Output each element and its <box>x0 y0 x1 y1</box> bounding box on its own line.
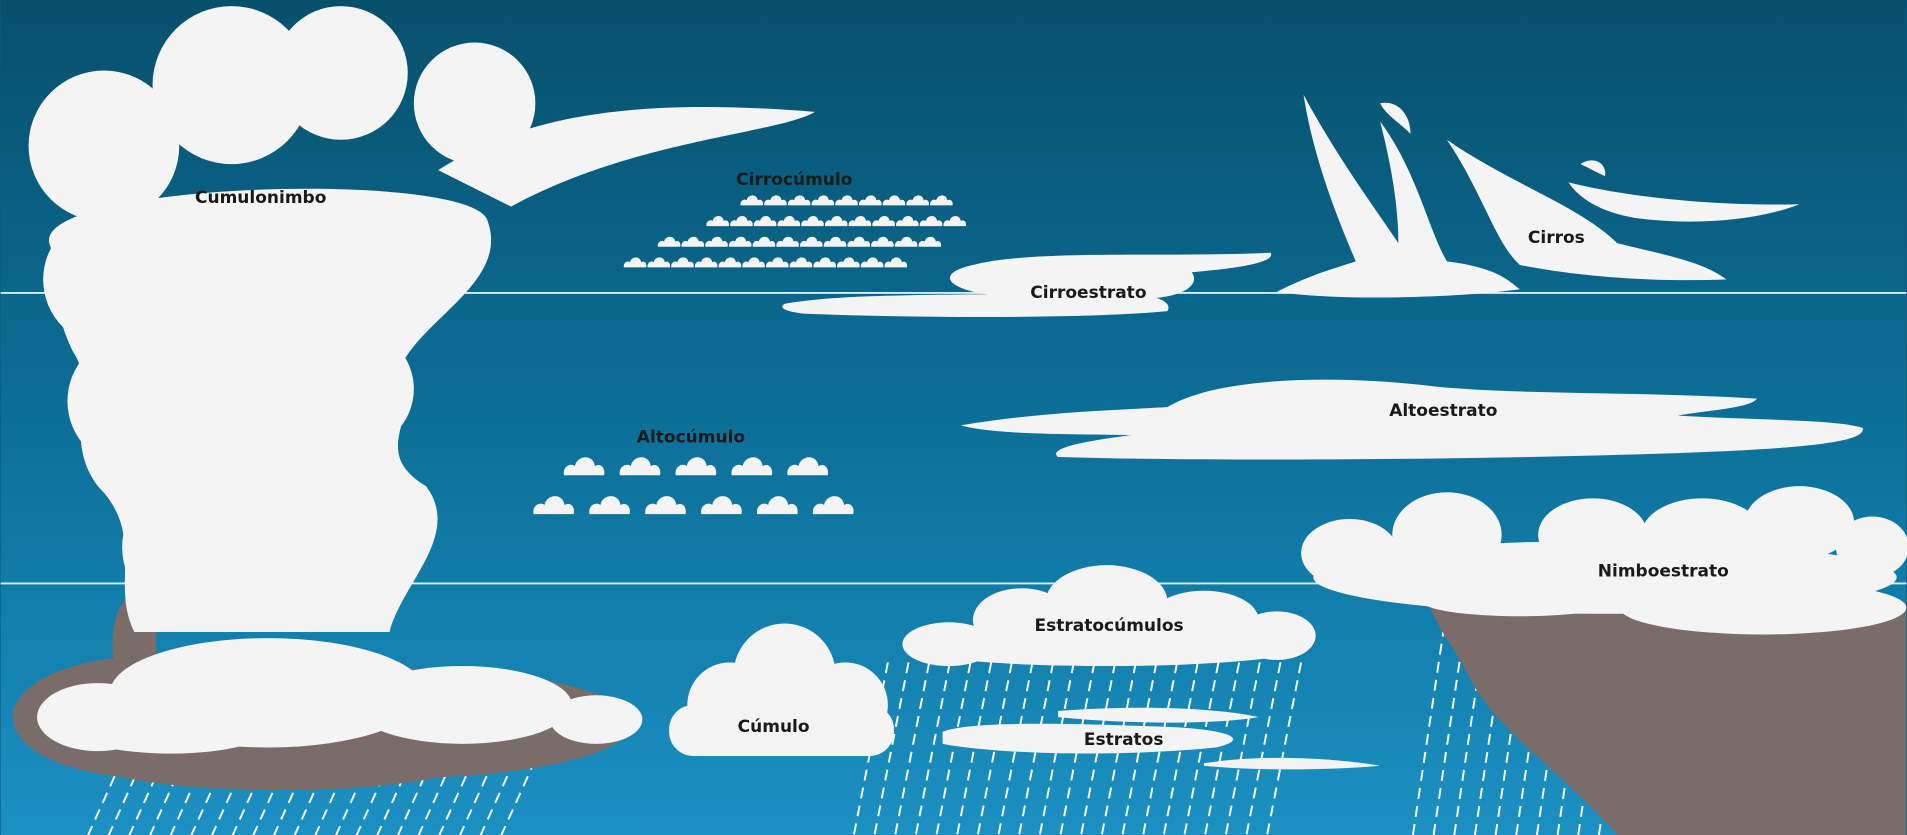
cloud-shape <box>286 468 420 602</box>
cloud-label: Cúmulo <box>738 717 810 737</box>
cloud-diagram: Cumulonimbo Cirrocúmulo Cirroestrato Cir… <box>0 0 1907 835</box>
cloud-label: Altoestrato <box>1389 401 1497 421</box>
cloud-label: Cumulonimbo <box>195 188 326 208</box>
cloud-shape <box>74 705 268 754</box>
cloud-shape <box>353 666 572 744</box>
page: {"clouds": [ {"label": "Cumulonimbo"}, {… <box>0 0 1907 835</box>
cloud-shape <box>292 328 414 450</box>
cloud-label: Cirros <box>1528 228 1585 248</box>
cloud-shape <box>550 695 642 744</box>
cloud-label: Nimboestrato <box>1598 561 1729 581</box>
cloud-shape <box>67 334 201 468</box>
cloud-shape <box>1423 587 1617 616</box>
cloud-label: Altocúmulo <box>637 428 745 448</box>
cloud-shape <box>122 474 268 620</box>
cloud-label: Cirrocúmulo <box>736 170 852 190</box>
cloud-label: Cirroestrato <box>1030 283 1146 303</box>
cloud-shape <box>43 213 177 347</box>
cloud-label: Estratocúmulos <box>1035 616 1184 636</box>
cloud-label: Estratos <box>1084 730 1164 750</box>
cloud-shape <box>274 6 408 140</box>
cloud-shape <box>1620 581 1907 634</box>
